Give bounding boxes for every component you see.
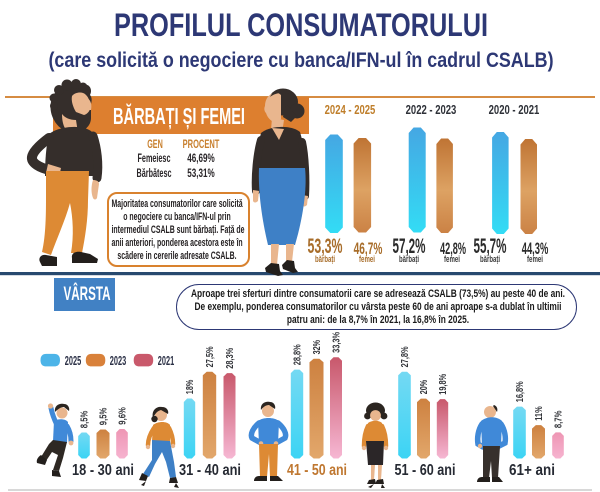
svg-text:20%: 20% xyxy=(419,380,430,395)
svg-text:9,6%: 9,6% xyxy=(118,407,129,425)
svg-text:16,8%: 16,8% xyxy=(515,381,526,402)
svg-text:27,8%: 27,8% xyxy=(400,346,411,367)
svg-text:33,3%: 33,3% xyxy=(332,332,343,353)
svg-text:32%: 32% xyxy=(312,340,323,355)
svg-text:28,8%: 28,8% xyxy=(293,344,304,365)
svg-text:9,5%: 9,5% xyxy=(99,408,110,426)
svg-text:28,3%: 28,3% xyxy=(225,348,236,369)
svg-text:8,7%: 8,7% xyxy=(554,411,565,429)
svg-text:8,5%: 8,5% xyxy=(80,411,91,429)
svg-text:18%: 18% xyxy=(185,380,196,395)
svg-text:27,5%: 27,5% xyxy=(205,346,216,367)
svg-text:11%: 11% xyxy=(534,406,545,421)
svg-text:19,8%: 19,8% xyxy=(438,374,449,395)
